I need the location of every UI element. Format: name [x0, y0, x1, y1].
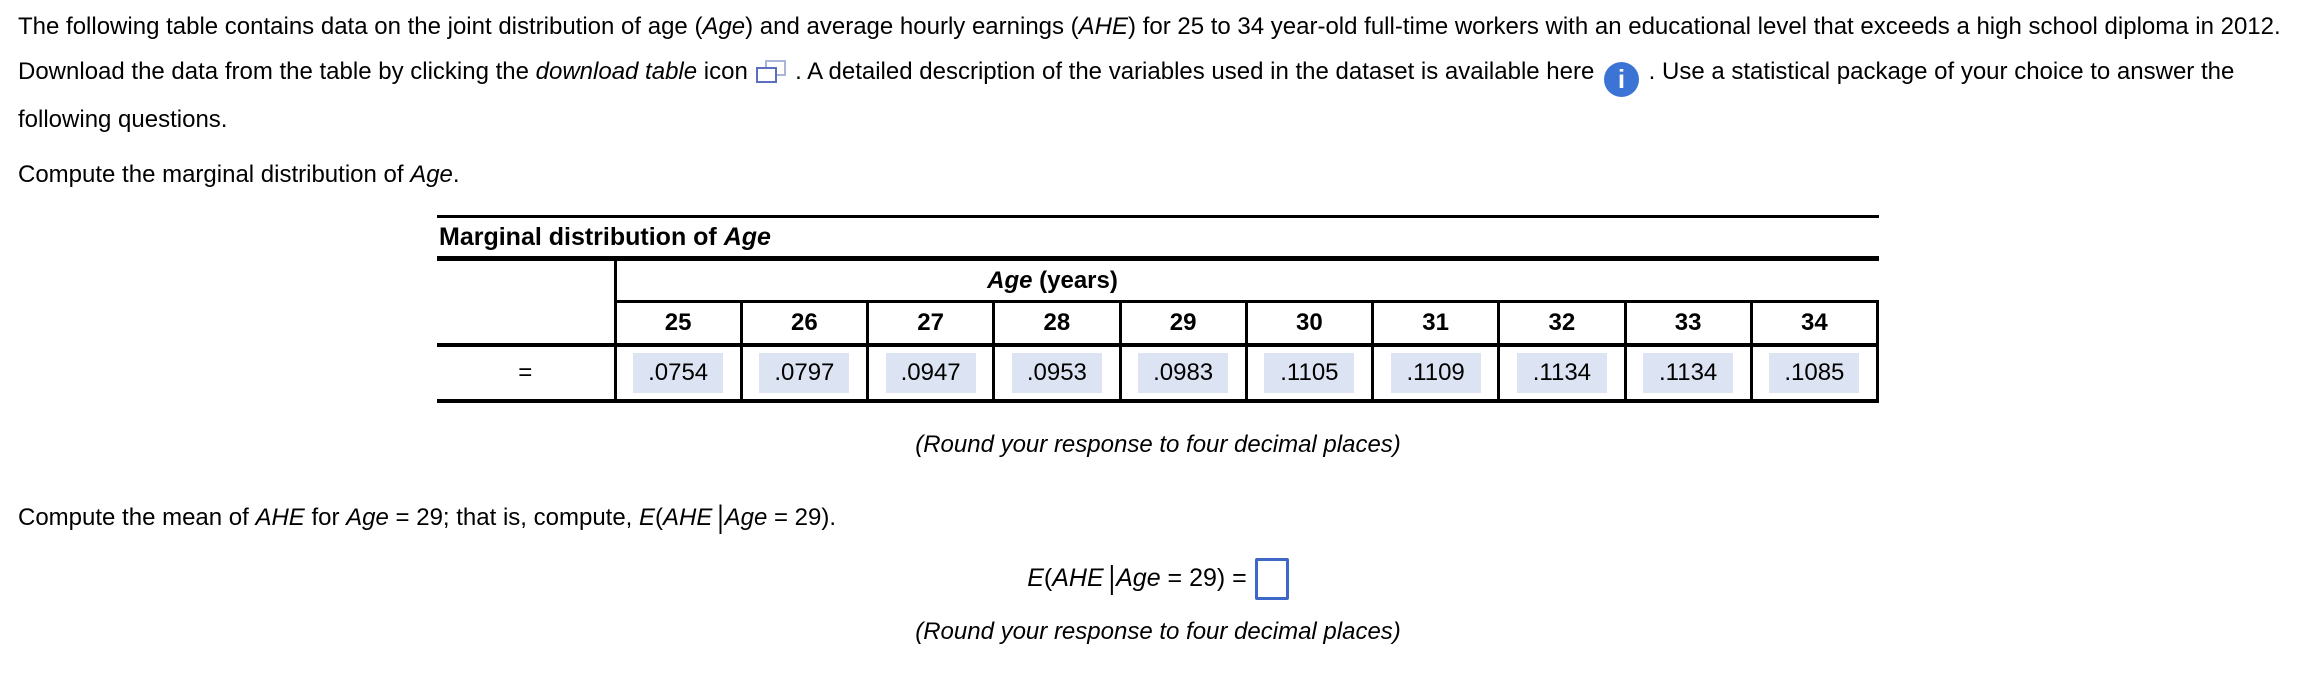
round-note-2: (Round your response to four decimal pla… — [915, 618, 1401, 645]
probability-cell: .0983 — [1118, 345, 1248, 403]
answer-input[interactable] — [1254, 558, 1289, 601]
filled-answer-box[interactable]: .1109 — [1390, 353, 1481, 393]
download-table-icon-front-page — [756, 67, 778, 83]
answer-equation: E(AHE |Age = 29) = — [1027, 559, 1247, 597]
probability-cell: .1105 — [1244, 345, 1375, 403]
age-column-header: 33 — [1623, 301, 1753, 347]
filled-answer-box[interactable]: .0754 — [633, 353, 724, 393]
probability-cell: .0797 — [739, 345, 870, 403]
intro-paragraph: The following table contains data on the… — [0, 0, 2316, 142]
probability-cell: .1085 — [1749, 345, 1880, 403]
age-column-header: 32 — [1497, 301, 1627, 347]
age-column-header: 25 — [613, 301, 743, 347]
age-column-header: 26 — [739, 301, 870, 347]
age-column-header: 34 — [1749, 301, 1880, 347]
intro-text-2: . A detailed description of the variable… — [788, 58, 1602, 85]
round-note-1: (Round your response to four decimal pla… — [915, 431, 1401, 458]
filled-answer-box[interactable]: .0983 — [1138, 353, 1229, 393]
filled-answer-box[interactable]: .1105 — [1264, 353, 1355, 393]
intro-text-3: . Use a statistical package of your choi… — [18, 58, 2235, 133]
probability-cell: .0953 — [992, 345, 1122, 403]
probability-cell: .0947 — [865, 345, 996, 403]
filled-answer-box[interactable]: .0797 — [759, 353, 850, 393]
download-table-icon[interactable] — [756, 60, 787, 83]
question-2: Compute the mean of AHE for Age = 29; th… — [18, 499, 837, 536]
empty-corner-cell — [437, 261, 617, 302]
table-span-header-row: Age (years) — [437, 261, 1878, 303]
filled-answer-box[interactable]: .1134 — [1516, 353, 1607, 393]
age-column-header: 30 — [1244, 301, 1375, 347]
empty-header-cell — [437, 301, 617, 347]
probability-cell: .1134 — [1623, 345, 1753, 403]
filled-answer-box[interactable]: .0953 — [1011, 353, 1102, 393]
age-column-header: 28 — [992, 301, 1122, 347]
filled-answer-box[interactable]: .1134 — [1643, 353, 1734, 393]
table-colhead-row: 25 26 27 28 29 30 31 32 33 34 — [437, 301, 1880, 347]
table-title: Marginal distribution of Age — [437, 215, 1879, 261]
age-distribution-grid: Age (years) 25 26 27 28 29 30 31 32 33 34 = .0754… — [437, 261, 1880, 403]
filled-answer-box[interactable]: .1085 — [1769, 353, 1860, 393]
table-value-row: = .0754 .0797 .0947 .0953 .0983 .1105 .1109 .11… — [437, 345, 1880, 403]
filled-answer-box[interactable]: .0947 — [885, 353, 976, 393]
age-column-header: 29 — [1118, 301, 1248, 347]
age-column-header: 27 — [865, 301, 996, 347]
answer-line: E(AHE |Age = 29) = — [0, 554, 2316, 602]
probability-cell: .1109 — [1370, 345, 1501, 403]
info-icon[interactable]: i — [1604, 62, 1640, 97]
probability-cell: .0754 — [613, 345, 743, 403]
age-years-span-header: Age (years) — [615, 261, 1878, 303]
marginal-distribution-table: Marginal distribution of Age Age (years)… — [437, 215, 1880, 403]
age-column-header: 31 — [1370, 301, 1501, 347]
intro-text-1: The following table contains data on the… — [18, 13, 2281, 85]
equals-row-label: = — [437, 345, 617, 403]
question-1: Compute the marginal distribution of Age… — [18, 161, 460, 188]
probability-cell: .1134 — [1497, 345, 1627, 403]
